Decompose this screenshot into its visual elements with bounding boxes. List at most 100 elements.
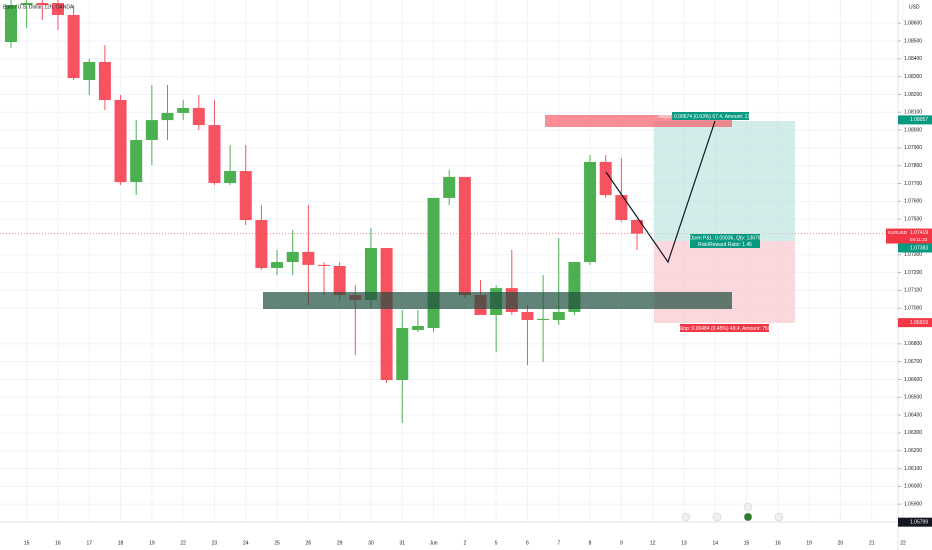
- chart-title: Euro / U.S. Dollar, 12h, OANDA: [3, 4, 74, 10]
- x-tick-label: 22: [180, 540, 186, 546]
- candle-body: [615, 195, 628, 221]
- y-tick-label: 1.08100: [904, 110, 922, 116]
- projection-path[interactable]: [605, 120, 716, 264]
- event-icon[interactable]: [774, 512, 784, 522]
- candle-body: [537, 318, 550, 320]
- candle-body: [380, 247, 393, 381]
- y-tick-label: 1.06000: [904, 484, 922, 490]
- x-tick-label: 16: [775, 540, 781, 546]
- price-label-box: [898, 517, 932, 527]
- x-tick-label: 2: [463, 540, 466, 546]
- event-icons[interactable]: [681, 502, 784, 522]
- y-tick-label: 1.07600: [904, 199, 922, 205]
- y-tick-label: 1.08300: [904, 74, 922, 80]
- y-tick-label: 1.06100: [904, 466, 922, 472]
- y-tick-label: 1.06800: [904, 341, 922, 347]
- pnl-box: [690, 234, 760, 248]
- x-tick-label: 9: [620, 540, 623, 546]
- x-tick-label: 29: [337, 540, 343, 546]
- y-tick-label: 1.06300: [904, 430, 922, 436]
- price-label-countdown: 04:11:33: [910, 237, 928, 242]
- event-icon[interactable]: [712, 512, 722, 522]
- candle-body: [5, 4, 17, 43]
- candle-body: [208, 125, 221, 183]
- x-tick-label: 18: [118, 540, 124, 546]
- candle-body: [114, 99, 127, 183]
- price-label: 1.07383: [910, 245, 928, 251]
- price-label-box: [898, 318, 932, 328]
- x-tick-label: 19: [149, 540, 155, 546]
- y-tick-label: 1.06200: [904, 448, 922, 454]
- x-tick-label: 22: [900, 540, 906, 546]
- x-tick-label: 5: [495, 540, 498, 546]
- price-label-box: [886, 228, 932, 244]
- y-tick-label: 1.06500: [904, 395, 922, 401]
- candle-body: [443, 176, 456, 198]
- candle-body: [36, 3, 49, 5]
- candle-body: [83, 61, 96, 80]
- price-label-box: [898, 243, 932, 253]
- y-tick-label: 1.07900: [904, 145, 922, 151]
- support-zone[interactable]: [263, 292, 732, 309]
- axes: 1.08600 1.08500 1.08400 1.08300 1.08200 1.081…: [24, 20, 932, 546]
- price-label: 1.08057: [910, 117, 928, 123]
- loss-zone[interactable]: [654, 241, 795, 323]
- rr-label: Risk/Reward Ratio: 1.45: [698, 242, 752, 248]
- y-tick-label: 1.08600: [904, 20, 922, 26]
- event-icon[interactable]: [743, 502, 753, 512]
- y-tick-label: 1.05900: [904, 502, 922, 508]
- candle-body: [318, 264, 330, 266]
- candle-body: [255, 220, 268, 268]
- candle-body: [192, 107, 205, 126]
- y-tick-label: 1.08400: [904, 56, 922, 62]
- x-tick-label: 20: [838, 540, 844, 546]
- pnl-label: Open P&L: 0.00036, Qty: 13679: [689, 235, 760, 241]
- x-tick-label: 23: [212, 540, 218, 546]
- candle-body: [521, 311, 534, 320]
- stop-label: Stop: 0.00484 (0.45%) 48.4, Amount: 750: [678, 326, 770, 332]
- x-tick-label: 26: [306, 540, 312, 546]
- candle-body: [631, 220, 643, 234]
- candle-body: [130, 140, 143, 183]
- target-box: [672, 112, 749, 120]
- candle-body: [458, 176, 471, 296]
- x-tick-label: 24: [243, 540, 249, 546]
- currency-label: USD: [909, 4, 920, 10]
- event-icon[interactable]: [681, 512, 691, 522]
- stop-box: [680, 324, 769, 332]
- x-tick-label: 8: [589, 540, 592, 546]
- y-tick-label: 1.07100: [904, 288, 922, 294]
- candle-body: [333, 265, 346, 296]
- candle-body: [271, 262, 284, 268]
- y-tick-label: 1.06600: [904, 377, 922, 383]
- price-label: 1.07419: [910, 230, 928, 236]
- y-tick-label: 1.07500: [904, 216, 922, 222]
- x-tick-label: 30: [368, 540, 374, 546]
- candle-body: [67, 14, 80, 79]
- y-tick-label: 1.06400: [904, 412, 922, 418]
- candle-body: [51, 3, 64, 15]
- y-tick-label: 1.08000: [904, 127, 922, 133]
- target-label: Target: 0.00674 (0.63%) 67.4, Amount: 13…: [657, 114, 763, 120]
- candle-body: [364, 247, 377, 301]
- x-tick-label: Jun: [430, 540, 438, 546]
- price-label-symbol: EURUSD: [888, 230, 908, 235]
- profit-zone[interactable]: [654, 121, 795, 241]
- candle-body: [20, 3, 33, 5]
- y-tick-label: 1.06700: [904, 359, 922, 365]
- y-tick-label: 1.08500: [904, 38, 922, 44]
- candle-body: [302, 251, 315, 265]
- candle-body: [98, 61, 111, 100]
- x-tick-label: 16: [55, 540, 61, 546]
- x-tick-label: 12: [650, 540, 656, 546]
- y-tick-label: 1.08200: [904, 92, 922, 98]
- x-tick-label: 25: [274, 540, 280, 546]
- candle-body: [599, 161, 612, 196]
- x-tick-label: 21: [869, 540, 875, 546]
- candle-body: [177, 107, 190, 113]
- event-icon[interactable]: [743, 512, 753, 522]
- x-tick-label: 17: [86, 540, 92, 546]
- price-label: 1.06919: [910, 320, 928, 326]
- candle-body: [552, 311, 565, 320]
